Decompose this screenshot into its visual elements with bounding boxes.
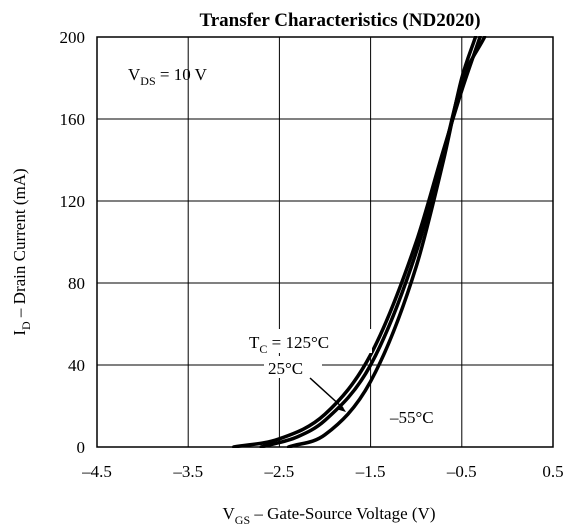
y-tick-label: 0: [77, 438, 86, 457]
y-tick-labels: 0 40 80 120 160 200: [60, 28, 86, 457]
y-tick-label: 160: [60, 110, 86, 129]
y-tick-label: 120: [60, 192, 86, 211]
annotation-arrow: [309, 377, 344, 409]
y-tick-label: 80: [68, 274, 85, 293]
x-tick-label: –0.5: [446, 462, 477, 481]
plot-frame: [96, 36, 554, 448]
series-line-1: [259, 36, 487, 448]
x-tick-label: –3.5: [172, 462, 203, 481]
annotation-25c: 25°C: [268, 359, 303, 378]
y-tick-label: 200: [60, 28, 86, 47]
annotation-25c-bg: [264, 356, 322, 378]
annotation-125c-bg: [244, 329, 372, 353]
series-line-0: [232, 36, 482, 448]
x-tick-label: –1.5: [355, 462, 386, 481]
x-tick-label: 0.5: [542, 462, 563, 481]
x-axis-label: VGS – Gate-Source Voltage (V): [223, 504, 436, 527]
vds-condition-label: VDS = 10 V: [128, 65, 208, 88]
x-tick-label: –2.5: [264, 462, 295, 481]
series-group: [232, 36, 487, 448]
y-axis-label: ID – Drain Current (mA): [10, 168, 33, 335]
x-tick-labels: –4.5 –3.5 –2.5 –1.5 –0.5 0.5: [81, 462, 564, 481]
annotation-125c: TC = 125°C: [249, 333, 329, 356]
series-line-2: [286, 36, 478, 448]
y-tick-label: 40: [68, 356, 85, 375]
annotation-minus55c: –55°C: [389, 408, 434, 427]
x-tick-label: –4.5: [81, 462, 112, 481]
annotation-arrowhead: [336, 404, 346, 412]
grid: [96, 36, 554, 448]
chart-title: Transfer Characteristics (ND2020): [199, 10, 480, 31]
